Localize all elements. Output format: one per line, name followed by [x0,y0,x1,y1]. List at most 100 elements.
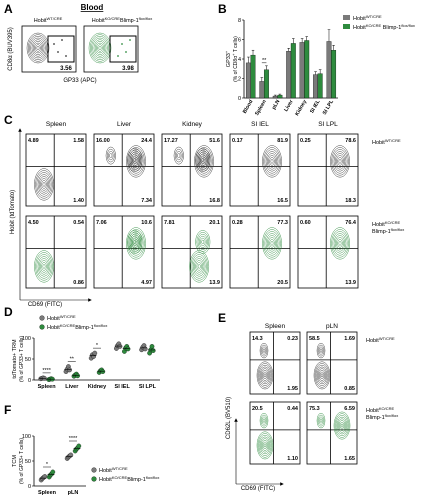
data-point [67,367,72,373]
tissue-label: Kidney [182,121,203,128]
flow-plot [297,133,359,207]
contour-line [260,414,268,427]
contour-line [37,256,51,277]
contour-line [177,153,181,158]
contour-line [89,34,111,62]
contour-line [333,233,347,254]
contour-line [334,413,350,438]
contour-line [268,237,276,250]
y-axis-label-part: + [224,50,229,53]
event-dot [53,43,55,45]
y-axis-label: (% of GP33+ T cells) [19,336,25,382]
legend-marker [39,315,45,321]
contour-line [263,229,281,258]
contour-line [334,235,346,252]
contour-line [129,152,140,168]
significance-label: **** [69,436,78,442]
bar [304,40,310,99]
contour-line [27,34,49,62]
panel-b-legend-swatch-wt [343,15,350,20]
contour-line [38,258,50,275]
x-tick-label: Blood [242,99,255,115]
contour-line [260,344,268,357]
contour-line [315,364,329,386]
significance-label: ** [262,58,267,64]
y-axis-label-part: T cells) [233,36,239,54]
x-tick-label: Kidney [88,384,107,390]
quadrant-value: 0.17 [232,138,243,144]
contour-line [261,416,267,425]
contour-line [106,148,115,163]
data-point [50,469,56,475]
contour-line [258,434,272,456]
panel-a-col-label-ko: HobitKO/CREBlimp-1flox/flox [92,16,152,24]
contour-line [317,368,327,383]
contour-line [266,153,278,170]
tissue-label: Liver [117,121,132,128]
contour-line [34,42,42,54]
contour-line [34,168,54,201]
contour-line [319,371,325,380]
y-tick-label: 0 [238,96,241,102]
bar [299,42,305,99]
quadrant-value: 20.5 [277,280,288,286]
contour-line [317,414,325,427]
contour-line [316,342,326,359]
contour-line [332,149,348,174]
y-axis-label: (% of GP33+ T cells) [19,438,25,484]
contour-line [261,440,269,451]
contour-line [259,436,271,455]
tissue-label: SI LPL [318,121,338,128]
contour-line [330,227,350,260]
panel-a-contours [26,32,131,64]
contour-line [29,36,47,60]
panel-c-ylabel: Hobit (tdTomato) [10,190,16,234]
panel-a: A Blood HobitWT/CRE HobitKO/CREBlimp-1fl… [4,2,152,84]
contour-line [132,237,138,246]
x-tick-label: SI LPL [139,384,157,390]
contour-line [331,147,349,176]
contour-line [313,361,331,390]
bar [277,94,283,99]
row-label-part: Hobit [372,222,385,228]
contour-line [263,373,267,378]
quadrant-value: 4.97 [141,280,152,286]
y-tick-label: 100 [22,434,31,440]
contour-line [196,150,210,170]
contour-line [330,145,350,178]
bar [272,95,278,99]
quadrant-value: 16.8 [209,198,220,204]
contour-line [333,151,347,172]
contour-line [333,411,351,440]
contour-line [265,233,279,254]
panel-b-legend-ko: HobitKO/CRE Blimp-1flox/flox [353,23,415,31]
contour-line [129,234,140,250]
y-tick-label: 8 [238,18,241,24]
row-label: HobitKO/CRE Blimp-1flox/flox [372,220,404,235]
y-axis-label-part: GP33 [226,53,232,67]
bar [286,51,292,99]
legend-label: HobitKO/CREBlimp-1flox/flox [99,475,159,483]
quadrant-value: 17.27 [164,138,178,144]
data-point [68,452,74,458]
contour-line [96,42,104,54]
contour-line [262,418,266,423]
panel-letter-e: E [218,311,226,325]
contour-line [36,172,52,197]
contour-line [197,264,201,269]
event-dot [57,51,59,53]
contour-line [316,366,328,385]
contour-line [30,37,46,59]
panel-a-plot-wt [21,25,77,73]
x-tick-label: pLN [68,490,79,496]
contour-line [256,361,274,390]
contour-line [263,443,267,448]
contour-line [192,256,206,277]
contour-line [259,342,269,359]
bar [331,50,337,99]
contour-line [40,178,48,191]
y-axis-label: GP33+ [224,50,232,67]
flow-plot [229,133,291,207]
event-dot [125,51,127,53]
